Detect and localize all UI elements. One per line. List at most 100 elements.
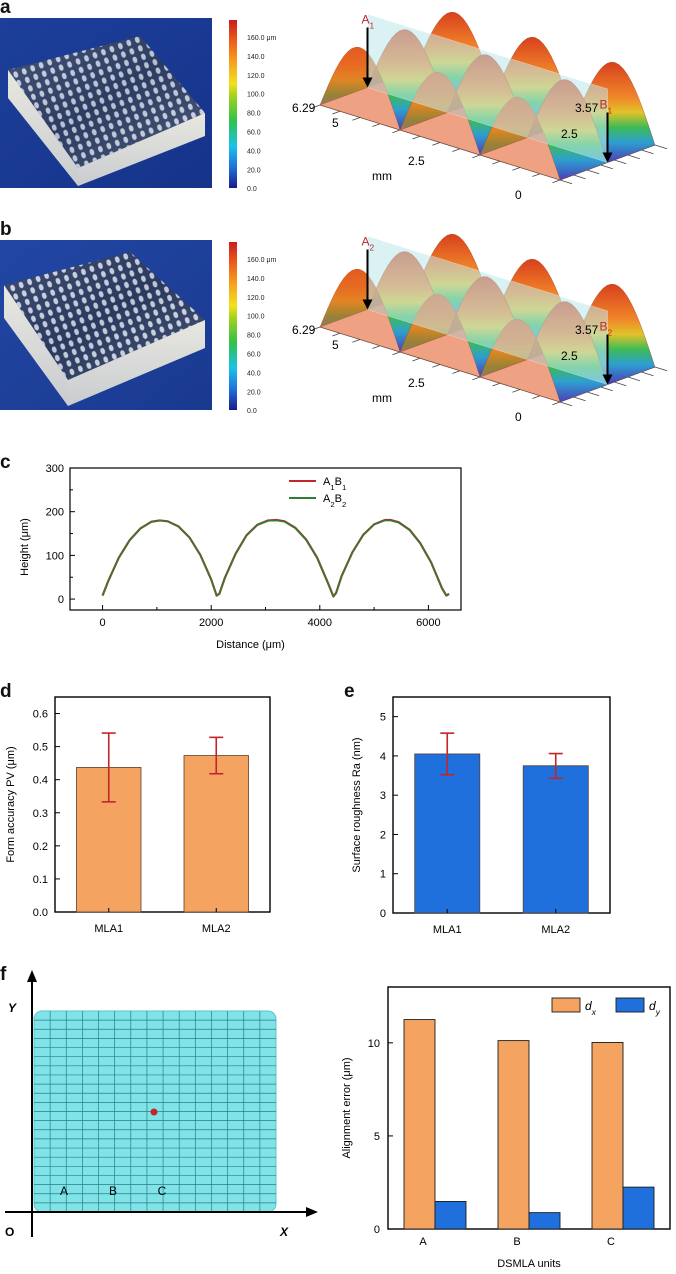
surface-roughness-chart: 0 1 2 3 4 5 MLA1 MLA2 Surface roughness Ra (nm) <box>330 670 676 945</box>
y-tick-label: 300 <box>46 463 64 475</box>
colorbar-tick-label: 20.0 <box>247 389 261 396</box>
y-tick-label: 200 <box>46 507 64 519</box>
bar-dy-A <box>434 1200 467 1230</box>
x-tick <box>432 142 441 146</box>
colorbar-gradient <box>229 20 237 188</box>
axis-unit-label: mm <box>372 391 392 405</box>
center-marker <box>150 1108 158 1116</box>
x-tick-label: 2000 <box>199 617 223 629</box>
legend-label-dy: dy <box>649 999 661 1017</box>
y-tick-label: 0.3 <box>33 808 48 820</box>
origin-label: O <box>5 1225 14 1239</box>
arrowhead-a <box>362 77 373 88</box>
colorbar-a: 160.0 μm 140.0 120.0 100.0 80.0 60.0 40.0 20.0 0… <box>229 20 319 200</box>
surface-plot-b: A2 B2 6.29 5 2.5 mm 3.57 2.5 0 <box>290 222 676 447</box>
x-axis-arrowhead <box>306 1207 318 1217</box>
x-tick-label: 5 <box>332 116 339 130</box>
y-tick-label: 3 <box>380 790 386 802</box>
grid-lines <box>34 1011 276 1212</box>
x-tick-label: C <box>607 1236 615 1248</box>
bar-dy-C <box>622 1186 655 1230</box>
x-tick <box>532 173 541 177</box>
y-tick <box>600 386 613 392</box>
surface-plot-a: A1 B1 6.29 5 2.5 mm 3.57 2.5 0 <box>290 0 676 225</box>
colorbar-tick-label: 100.0 <box>247 92 265 99</box>
marker-a-label: A2 <box>362 235 375 253</box>
dsmla-diagram: Y X O A B C <box>0 940 330 1274</box>
x-tick <box>472 154 481 159</box>
y-tick-label: 5 <box>380 712 386 724</box>
axis-unit-label: mm <box>372 169 392 183</box>
bar-dx-C <box>591 1042 624 1230</box>
unit-label-A: A <box>60 1184 68 1198</box>
y-tick <box>573 174 586 180</box>
profile-chart: 0 2000 4000 6000 0 100 200 300 Distance (μm) Heig… <box>0 450 500 665</box>
x-tick-label: 0 <box>100 617 106 629</box>
series-line-A1B1 <box>101 518 450 598</box>
x-tick <box>372 123 381 127</box>
y-tick <box>573 396 586 402</box>
colorbar-tick-label: 60.0 <box>247 130 261 137</box>
x-tick <box>552 401 561 406</box>
y-tick <box>614 159 627 165</box>
y-tick-label: 3.57 <box>575 323 599 337</box>
panel-label-a: a <box>0 0 11 18</box>
y-tick-label: 10 <box>368 1038 380 1050</box>
lens-dome-face <box>320 269 400 352</box>
plot-frame <box>54 696 271 913</box>
x-axis-label: X <box>279 1225 289 1239</box>
y-tick-label: 0.6 <box>33 709 48 721</box>
unit-label-B: B <box>109 1184 117 1198</box>
y-tick-label: 0.1 <box>33 874 48 886</box>
colorbar-tick-label: 20.0 <box>247 167 261 174</box>
x-tick-label: B <box>513 1236 520 1248</box>
y-tick-label: 3.57 <box>575 101 599 115</box>
plot-frame <box>392 696 611 914</box>
form-accuracy-chart: 0.0 0.1 0.2 0.3 0.4 0.5 0.6 MLA1 MLA2 Form accura… <box>0 670 320 945</box>
alignment-error-chart: 0 5 10 A B C DSMLA units Alignment error (μm) dx… <box>330 940 676 1274</box>
y-tick-label: 0 <box>515 188 522 202</box>
y-axis-label: Form accuracy PV (μm) <box>5 746 17 862</box>
x-axis-label: DSMLA units <box>497 1258 561 1269</box>
x-tick <box>312 104 321 109</box>
panel-label-e: e <box>344 681 355 702</box>
colorbar-tick-label: 40.0 <box>247 370 261 377</box>
bar-MLA2 <box>522 765 589 914</box>
x-axis-label: Distance (μm) <box>216 639 285 651</box>
x-tick <box>332 110 341 115</box>
x-tick <box>512 389 521 393</box>
colorbar-tick-label: 160.0 μm <box>247 35 276 42</box>
legend-label-A1B1: A1B1 <box>323 476 346 492</box>
y-axis-label: Surface roughness Ra (nm) <box>351 737 363 872</box>
colorbar-tick-label: 140.0 <box>247 276 265 283</box>
x-tick-label: 4000 <box>308 617 332 629</box>
x-tick-label: MLA1 <box>433 924 462 936</box>
y-axis-label: Y <box>8 1001 17 1015</box>
bar-dx-B <box>497 1040 530 1230</box>
y-tick-label: 0.0 <box>33 907 48 919</box>
x-tick <box>312 326 321 331</box>
x-tick-label: MLA2 <box>541 924 570 936</box>
y-axis-arrowhead <box>27 970 37 982</box>
legend-label-A2B2: A2B2 <box>323 493 346 509</box>
x-tick-label: 5 <box>332 338 339 352</box>
y-tick-label: 0.2 <box>33 841 48 853</box>
arrowhead-a <box>362 299 373 310</box>
y-tick-label: 5 <box>374 1131 380 1143</box>
y-tick <box>559 179 573 185</box>
y-tick <box>587 169 600 175</box>
colorbar-tick-label: 40.0 <box>247 148 261 155</box>
bar-dx-A <box>403 1019 436 1230</box>
y-tick-label: 0 <box>374 1224 380 1236</box>
unit-label-C: C <box>158 1184 167 1198</box>
x-tick <box>332 332 341 337</box>
colorbar-tick-label: 160.0 μm <box>247 257 276 264</box>
y-tick-label: 2 <box>380 829 386 841</box>
colorbar-ticks: 160.0 μm 140.0 120.0 100.0 80.0 60.0 40.0 20.0 0… <box>247 35 276 193</box>
y-tick <box>559 401 573 407</box>
colorbar-tick-label: 120.0 <box>247 73 265 80</box>
x-tick <box>412 135 421 140</box>
x-tick <box>352 117 361 121</box>
x-tick <box>452 370 461 374</box>
bar-dy-B <box>528 1212 561 1230</box>
